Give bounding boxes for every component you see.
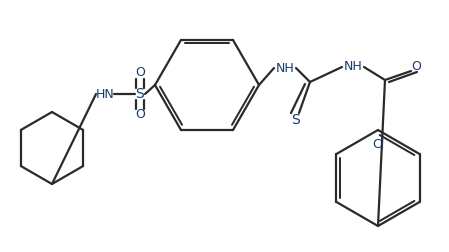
- Text: O: O: [135, 67, 145, 79]
- Text: O: O: [135, 109, 145, 121]
- Text: HN: HN: [96, 87, 114, 101]
- Text: Cl: Cl: [372, 138, 384, 150]
- Text: NH: NH: [276, 61, 295, 75]
- Text: S: S: [136, 87, 145, 101]
- Text: S: S: [291, 113, 299, 127]
- Text: NH: NH: [343, 60, 362, 74]
- Text: O: O: [411, 60, 421, 74]
